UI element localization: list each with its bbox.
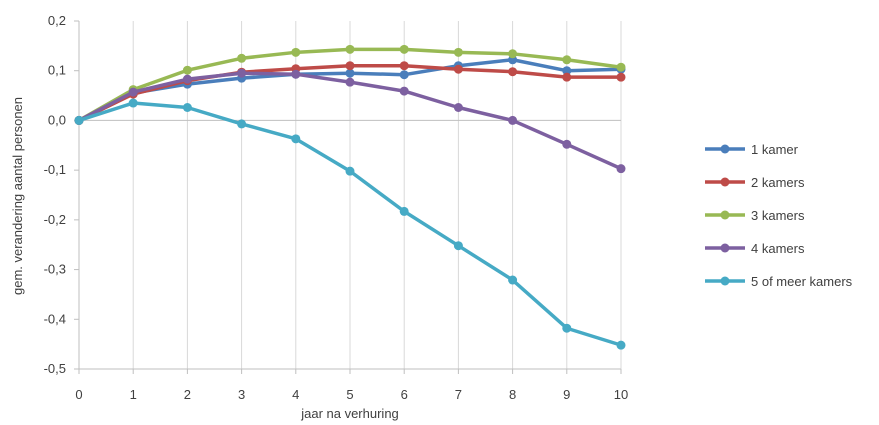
data-point-5-of-meer-kamers	[453, 241, 463, 251]
data-point-2-kamers	[616, 72, 626, 82]
data-point-5-of-meer-kamers	[399, 206, 409, 216]
data-point-5-of-meer-kamers	[562, 323, 572, 333]
x-tick-label: 3	[238, 387, 245, 402]
legend-item-2-kamers: 2 kamers	[705, 175, 805, 190]
data-point-4-kamers	[399, 86, 409, 96]
data-point-2-kamers	[508, 67, 518, 77]
legend-marker	[720, 144, 730, 154]
x-tick-label: 5	[346, 387, 353, 402]
y-tick-label: -0,4	[44, 311, 66, 326]
data-point-5-of-meer-kamers	[182, 103, 192, 113]
y-tick-label: -0,2	[44, 212, 66, 227]
y-tick-label: -0,1	[44, 162, 66, 177]
data-point-5-of-meer-kamers	[237, 119, 247, 129]
legend-marker	[720, 210, 730, 220]
data-point-3-kamers	[616, 62, 626, 72]
data-point-2-kamers	[453, 64, 463, 74]
y-tick-label: 0,2	[48, 13, 66, 28]
data-point-4-kamers	[291, 69, 301, 79]
legend-label: 1 kamer	[751, 142, 799, 157]
data-point-3-kamers	[291, 47, 301, 57]
legend-item-1-kamer: 1 kamer	[705, 142, 799, 157]
data-point-1-kamer	[399, 70, 409, 80]
legend: 1 kamer 2 kamers 3 kamers 4 kamers 5 of meer…	[705, 142, 853, 289]
legend-item-4-kamers: 4 kamers	[705, 241, 805, 256]
x-tick-label: 1	[130, 387, 137, 402]
data-point-4-kamers	[237, 68, 247, 78]
legend-label: 3 kamers	[751, 208, 805, 223]
data-point-4-kamers	[616, 164, 626, 174]
x-tick-label: 6	[401, 387, 408, 402]
data-point-3-kamers	[345, 44, 355, 54]
data-point-5-of-meer-kamers	[616, 340, 626, 350]
y-axis-label: gem. verandering aantal personen	[10, 97, 25, 295]
data-point-5-of-meer-kamers	[128, 98, 138, 108]
series-5-of-meer-kamers	[74, 98, 626, 350]
legend-marker	[720, 177, 730, 187]
data-point-4-kamers	[453, 103, 463, 113]
data-point-5-of-meer-kamers	[345, 166, 355, 176]
x-tick-label: 4	[292, 387, 299, 402]
data-point-4-kamers	[128, 87, 138, 97]
x-tick-label: 9	[563, 387, 570, 402]
legend-label: 2 kamers	[751, 175, 805, 190]
legend-marker	[720, 243, 730, 253]
data-point-3-kamers	[237, 53, 247, 63]
data-point-3-kamers	[182, 65, 192, 75]
x-axis-label: jaar na verhuring	[300, 406, 399, 421]
legend-label: 5 of meer kamers	[751, 274, 853, 289]
data-point-4-kamers	[508, 115, 518, 125]
y-tick-label: 0,0	[48, 112, 66, 127]
x-tick-label: 2	[184, 387, 191, 402]
data-point-3-kamers	[562, 55, 572, 65]
x-axis-ticks: 0 1 2 3 4 5 6 7 8 9 10	[75, 369, 628, 402]
legend-marker	[720, 276, 730, 286]
data-point-2-kamers	[345, 61, 355, 71]
x-tick-label: 7	[455, 387, 462, 402]
y-axis-ticks: 0,2 0,1 0,0 -0,1 -0,2 -0,3 -0,4 -0,5	[44, 13, 79, 376]
data-point-4-kamers	[345, 77, 355, 87]
y-tick-label: 0,1	[48, 63, 66, 78]
y-tick-label: -0,3	[44, 262, 66, 277]
series-group	[74, 44, 626, 350]
x-tick-label: 0	[75, 387, 82, 402]
data-point-2-kamers	[562, 72, 572, 82]
data-point-4-kamers	[562, 139, 572, 149]
data-point-3-kamers	[453, 47, 463, 57]
data-point-5-of-meer-kamers	[74, 115, 84, 125]
legend-item-5-of-meer-kamers: 5 of meer kamers	[705, 274, 853, 289]
data-point-4-kamers	[182, 74, 192, 84]
data-point-3-kamers	[508, 49, 518, 59]
data-point-1-kamer	[345, 68, 355, 78]
legend-item-3-kamers: 3 kamers	[705, 208, 805, 223]
y-tick-label: -0,5	[44, 361, 66, 376]
legend-label: 4 kamers	[751, 241, 805, 256]
data-point-2-kamers	[399, 61, 409, 71]
data-point-5-of-meer-kamers	[508, 275, 518, 285]
data-point-5-of-meer-kamers	[291, 134, 301, 144]
x-tick-label: 8	[509, 387, 516, 402]
data-point-1-kamer	[562, 66, 572, 76]
data-point-3-kamers	[399, 44, 409, 54]
x-tick-label: 10	[614, 387, 628, 402]
